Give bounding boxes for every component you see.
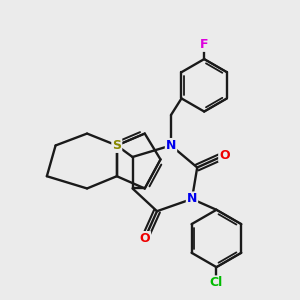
Text: F: F xyxy=(200,38,208,51)
Text: N: N xyxy=(187,193,197,206)
Text: O: O xyxy=(140,232,150,245)
Text: O: O xyxy=(219,149,230,162)
Text: N: N xyxy=(166,139,176,152)
Text: S: S xyxy=(112,139,121,152)
Text: Cl: Cl xyxy=(210,276,223,290)
